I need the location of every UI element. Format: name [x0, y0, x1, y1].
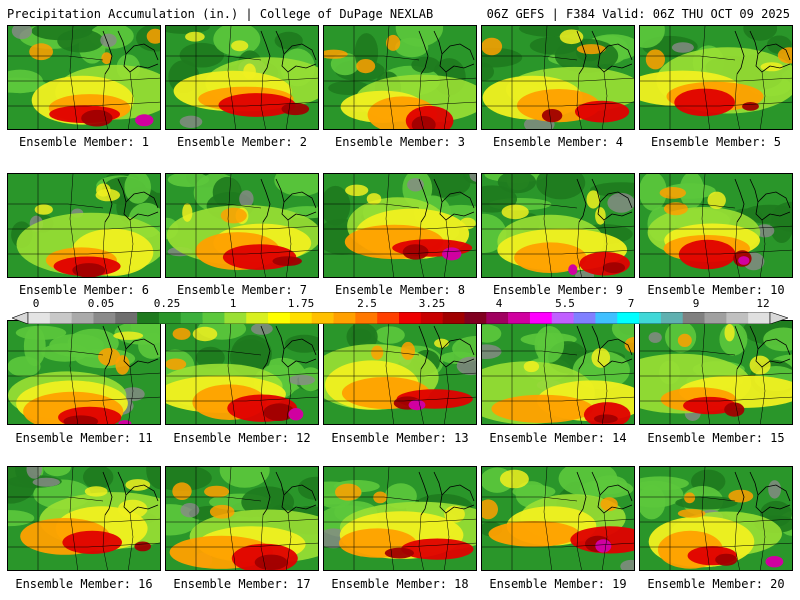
- ensemble-member-label: Ensemble Member: 6: [18, 283, 150, 297]
- colorbar-swatch: [595, 312, 618, 324]
- ensemble-member-label: Ensemble Member: 13: [331, 431, 469, 445]
- colorbar-swatch: [202, 312, 225, 324]
- ensemble-map-9: [481, 173, 635, 278]
- colorbar-swatch: [508, 312, 531, 324]
- ensemble-map-20: [639, 466, 793, 571]
- colorbar-swatch: [377, 312, 400, 324]
- ensemble-member-label: Ensemble Member: 18: [331, 577, 469, 591]
- ensemble-map-19: [481, 466, 635, 571]
- colorbar-swatch: [399, 312, 422, 324]
- colorbar-swatch: [420, 312, 443, 324]
- colorbar-swatch: [529, 312, 553, 324]
- ensemble-map-8: [323, 173, 477, 278]
- colorbar: [11, 309, 789, 328]
- ensemble-member-label: Ensemble Member: 17: [173, 577, 311, 591]
- run-info: 06Z GEFS | F384 Valid: 06Z THU OCT 09 20…: [486, 7, 790, 21]
- colorbar-swatch: [639, 312, 662, 324]
- colorbar-swatch: [71, 312, 94, 324]
- map-title: Precipitation Accumulation (in.) | Colle…: [7, 7, 434, 21]
- colorbar-swatch: [442, 312, 465, 324]
- colorbar-swatch: [682, 312, 705, 324]
- ensemble-map-4: [481, 25, 635, 130]
- ensemble-map-11: [7, 320, 161, 425]
- colorbar-tick-label: 1.75: [287, 297, 315, 310]
- colorbar-min-arrow: [11, 311, 29, 325]
- colorbar-tick-label: 12: [756, 297, 770, 310]
- ensemble-map-14: [481, 320, 635, 425]
- colorbar-tick-label: 2.5: [357, 297, 377, 310]
- ensemble-map-17: [165, 466, 319, 571]
- ensemble-member-label: Ensemble Member: 8: [334, 283, 466, 297]
- ensemble-member-label: Ensemble Member: 9: [492, 283, 624, 297]
- colorbar-swatch: [246, 312, 269, 324]
- colorbar-tick-label: 5.5: [555, 297, 575, 310]
- colorbar-swatch: [158, 312, 182, 324]
- colorbar-swatch: [355, 312, 378, 324]
- colorbar-swatch: [311, 312, 334, 324]
- colorbar-swatch: [137, 312, 160, 324]
- ensemble-map-3: [323, 25, 477, 130]
- colorbar-swatch: [49, 312, 72, 324]
- ensemble-member-label: Ensemble Member: 11: [15, 431, 153, 445]
- colorbar-swatch: [28, 312, 51, 324]
- ensemble-member-label: Ensemble Member: 14: [489, 431, 627, 445]
- ensemble-map-10: [639, 173, 793, 278]
- colorbar-swatch: [573, 312, 596, 324]
- colorbar-tick-label: 1: [229, 297, 237, 310]
- colorbar-swatch: [268, 312, 291, 324]
- ensemble-map-15: [639, 320, 793, 425]
- ensemble-member-label: Ensemble Member: 1: [18, 135, 150, 149]
- ensemble-map-6: [7, 173, 161, 278]
- ensemble-member-label: Ensemble Member: 5: [650, 135, 782, 149]
- ensemble-map-13: [323, 320, 477, 425]
- colorbar-swatch: [180, 312, 203, 324]
- colorbar-tick-label: 7: [627, 297, 635, 310]
- colorbar-swatch: [224, 312, 247, 324]
- colorbar-tick-label: 0.05: [87, 297, 115, 310]
- ensemble-member-label: Ensemble Member: 2: [176, 135, 308, 149]
- ensemble-member-label: Ensemble Member: 19: [489, 577, 627, 591]
- colorbar-swatch: [726, 312, 749, 324]
- ensemble-map-5: [639, 25, 793, 130]
- colorbar-swatch: [617, 312, 640, 324]
- colorbar-swatch: [748, 312, 771, 324]
- colorbar-tick-label: 9: [692, 297, 700, 310]
- ensemble-member-label: Ensemble Member: 3: [334, 135, 466, 149]
- colorbar-tick-label: 0: [32, 297, 40, 310]
- ensemble-map-12: [165, 320, 319, 425]
- ensemble-member-label: Ensemble Member: 16: [15, 577, 153, 591]
- colorbar-swatch: [660, 312, 683, 324]
- colorbar-swatch: [289, 312, 312, 324]
- ensemble-member-label: Ensemble Member: 4: [492, 135, 624, 149]
- colorbar-tick-label: 4: [495, 297, 503, 310]
- ensemble-member-label: Ensemble Member: 15: [647, 431, 785, 445]
- ensemble-member-label: Ensemble Member: 12: [173, 431, 311, 445]
- colorbar-swatch: [486, 312, 509, 324]
- colorbar-tick-label: 0.25: [153, 297, 181, 310]
- ensemble-member-label: Ensemble Member: 20: [647, 577, 785, 591]
- ensemble-map-2: [165, 25, 319, 130]
- colorbar-swatch: [704, 312, 727, 324]
- colorbar-swatch: [115, 312, 138, 324]
- colorbar-swatch: [551, 312, 574, 324]
- ensemble-map-7: [165, 173, 319, 278]
- colorbar-max-arrow: [769, 311, 789, 325]
- ensemble-map-18: [323, 466, 477, 571]
- colorbar-swatch: [93, 312, 116, 324]
- ensemble-member-label: Ensemble Member: 7: [176, 283, 308, 297]
- colorbar-swatch: [333, 312, 356, 324]
- ensemble-map-1: [7, 25, 161, 130]
- colorbar-tick-label: 3.25: [418, 297, 446, 310]
- ensemble-map-16: [7, 466, 161, 571]
- colorbar-swatch: [464, 312, 487, 324]
- ensemble-member-label: Ensemble Member: 10: [647, 283, 785, 297]
